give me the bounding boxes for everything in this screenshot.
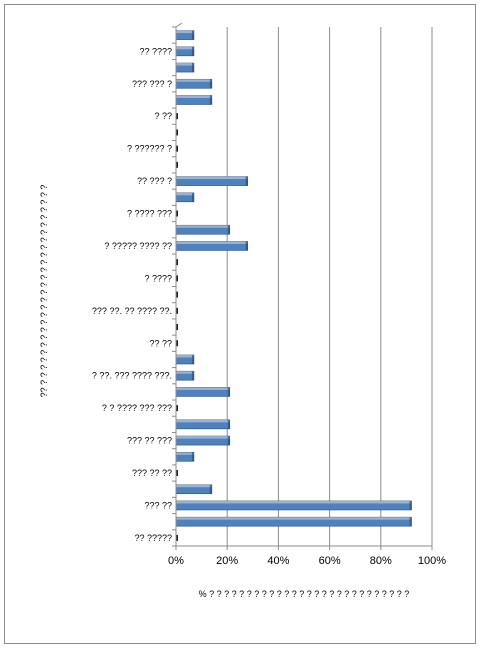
bar — [175, 78, 213, 89]
gridlines — [226, 27, 433, 546]
y-tick-label: ?? ????? — [134, 533, 172, 543]
bar — [176, 324, 178, 331]
y-tick-label: ??? ?? ??? — [127, 436, 172, 446]
bar — [175, 176, 248, 186]
axes — [172, 22, 433, 550]
y-tick-label: ? ?????? ? — [127, 144, 172, 154]
bars — [175, 30, 412, 541]
x-tick-labels: 0% 20% 40% 60% 80% 100% — [168, 555, 446, 567]
x-tick-label: 80% — [370, 555, 392, 567]
y-tick-label: ?? ?? — [149, 338, 172, 348]
bar-chart: 0% 20% 40% 60% 80% 100% ?? ????? ??? ?? ??? ?? … — [39, 22, 446, 599]
x-tick-label: 100% — [418, 555, 446, 567]
bar — [175, 62, 195, 73]
bar — [175, 241, 248, 251]
y-tick-label: ? ??. ??? ???? ???. — [92, 371, 172, 381]
bar — [176, 259, 178, 266]
bar — [175, 46, 195, 57]
bar — [175, 224, 231, 235]
bar — [176, 210, 178, 217]
bar — [176, 307, 178, 314]
y-tick-label: ? ????? ???? ?? — [104, 241, 172, 251]
bar — [175, 419, 231, 430]
y-tick-label: ? ???? ??? — [127, 209, 172, 219]
bar — [175, 387, 231, 397]
y-tick-label: ??? ??? ? — [132, 79, 172, 89]
bar — [176, 161, 178, 168]
bar — [175, 516, 412, 527]
x-tick-label: 20% — [216, 555, 238, 567]
bar — [176, 340, 178, 347]
y-tick-label: ? ???? — [144, 273, 172, 283]
y-tick-label: ?? ??? ? — [137, 176, 172, 186]
y-tick-labels: ?? ????? ??? ?? ??? ?? ?? ??? ?? ??? ? ? ???… — [92, 46, 172, 543]
bar — [176, 470, 178, 477]
y-tick-label: ??? ?? — [144, 500, 172, 510]
y-tick-label: ?? ???? — [139, 46, 172, 56]
bar — [175, 484, 213, 495]
y-tick-label: ??? ??. ?? ???? ??. — [92, 306, 172, 316]
bar — [175, 451, 195, 462]
bar — [175, 370, 195, 381]
x-axis-title: % ? ? ? ? ? ? ? ? ? ? ? ? ? ? ? ? ? ? ? … — [199, 589, 410, 599]
bar — [175, 500, 412, 511]
bar — [175, 30, 195, 40]
bar — [176, 291, 178, 298]
bar — [176, 129, 178, 136]
bar — [175, 354, 195, 365]
x-tick-label: 0% — [168, 555, 184, 567]
y-axis-title: ?? ? ? ? ? ? ? ? ? ? ? ? ? ? ? ? ? ? ? ?… — [39, 185, 49, 398]
y-tick-label: ??? ?? ?? — [132, 468, 172, 478]
chart-frame: 0% 20% 40% 60% 80% 100% ?? ????? ??? ?? ??? ?? … — [4, 4, 476, 644]
bar — [175, 192, 195, 203]
bar — [176, 113, 178, 120]
bar — [176, 405, 178, 412]
bar — [176, 275, 178, 282]
bar — [175, 435, 231, 446]
bar — [176, 145, 178, 152]
bar — [176, 534, 178, 541]
y-tick-label: ? ? ???? ??? ??? — [102, 403, 172, 413]
x-tick-label: 60% — [319, 555, 341, 567]
wall-edge — [175, 22, 183, 28]
bar — [175, 95, 213, 105]
y-tick-label: ? ?? — [154, 111, 172, 121]
x-tick-label: 40% — [267, 555, 289, 567]
